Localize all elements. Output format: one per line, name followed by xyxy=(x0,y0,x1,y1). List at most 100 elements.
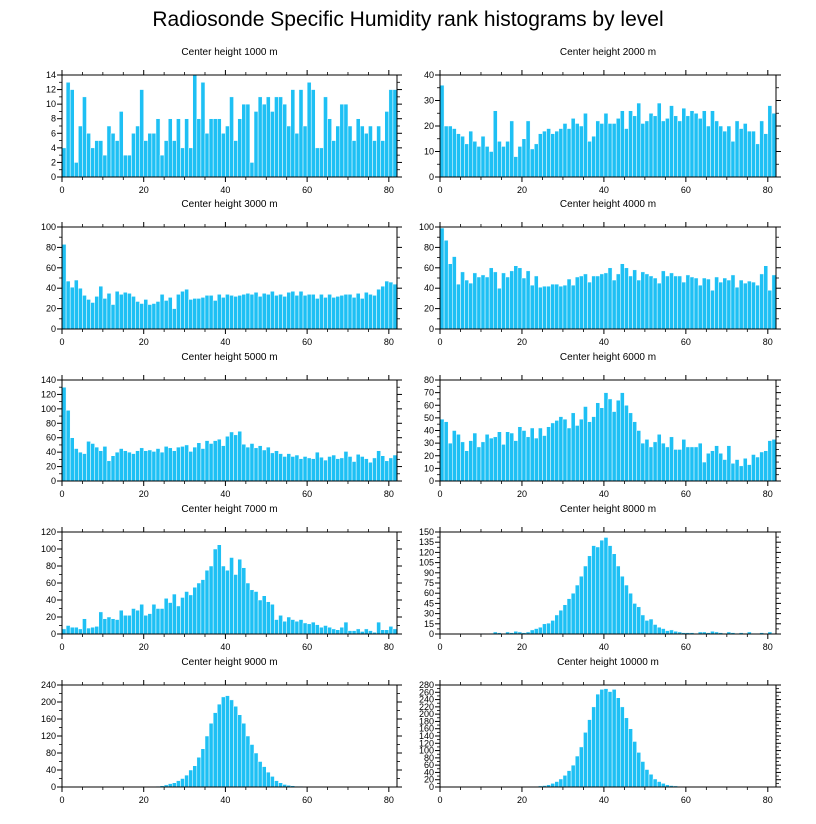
chart-3-ytick-label: 80 xyxy=(46,242,56,252)
chart-9-ytick-label: 40 xyxy=(46,765,56,775)
chart-4-bar xyxy=(595,275,601,330)
chart-8-bar xyxy=(620,575,625,635)
chart-3-bar xyxy=(253,292,259,330)
chart-1-bar xyxy=(274,96,279,178)
chart-8-ytick-label: 90 xyxy=(424,568,434,578)
chart-9-ytick-label: 80 xyxy=(46,748,56,758)
chart-3-bar xyxy=(200,297,206,330)
chart-8-bar xyxy=(591,545,596,635)
chart-5-bar xyxy=(167,447,173,482)
chart-3-bar xyxy=(110,304,116,330)
chart-2-xtick-label: 20 xyxy=(517,185,527,195)
chart-6-bar xyxy=(632,421,637,482)
chart-5-bar xyxy=(364,458,369,482)
chart-3-bar xyxy=(241,294,247,330)
chart-6-bar xyxy=(562,418,568,482)
chart-1-bar xyxy=(241,103,247,178)
chart-6-bar xyxy=(505,431,510,482)
chart-8-ytick-label: 120 xyxy=(419,547,434,557)
chart-7-bar xyxy=(233,574,238,635)
chart-5-bar xyxy=(290,456,296,482)
chart-2-xtick-label: 60 xyxy=(681,185,691,195)
chart-3-bar xyxy=(151,303,157,330)
chart-5-bar xyxy=(176,446,181,482)
chart-6-bar xyxy=(673,449,678,482)
chart-2-bar xyxy=(620,110,625,178)
chart-5-bar xyxy=(184,444,189,482)
chart-5-bar xyxy=(249,443,255,482)
chart-6-bar xyxy=(734,459,740,482)
chart-3-bar xyxy=(65,280,71,330)
chart-8-bar xyxy=(636,606,642,635)
chart-1-ytick-label: 8 xyxy=(51,114,56,124)
chart-3-bar xyxy=(339,295,345,330)
chart-10-bar xyxy=(558,778,564,788)
chart-3-bar xyxy=(184,288,189,330)
chart-1-bar xyxy=(306,82,312,178)
chart-10-xtick-label: 80 xyxy=(763,795,773,805)
chart-10-bar xyxy=(611,689,617,788)
chart-6-bar xyxy=(726,445,732,482)
chart-5-bar xyxy=(286,453,292,482)
chart-9-bar xyxy=(200,748,206,788)
chart-6-bar xyxy=(599,407,605,482)
chart-3-bar xyxy=(225,294,230,330)
chart-6-bar xyxy=(546,426,551,482)
chart-4-bar xyxy=(726,279,732,330)
chart-2-bar xyxy=(443,125,449,178)
chart-4-bar xyxy=(464,279,469,330)
chart-3-bar xyxy=(384,280,390,330)
chart-3-bar xyxy=(237,295,243,330)
chart-5-bar xyxy=(74,448,79,482)
chart-4-bar xyxy=(701,277,707,330)
chart-6-bar xyxy=(640,442,646,482)
chart-3-bar xyxy=(372,295,377,330)
chart-1-bar xyxy=(147,133,153,178)
chart-6-bar xyxy=(718,452,723,482)
chart-2-bar xyxy=(648,113,654,178)
chart-1-ytick-label: 2 xyxy=(51,157,56,167)
chart-2-bar xyxy=(615,118,621,178)
chart-5-bar xyxy=(384,460,390,482)
chart-7-bar xyxy=(237,558,243,635)
chart-7-bar xyxy=(282,621,287,635)
chart-9-bar xyxy=(257,761,263,788)
chart-6-bar xyxy=(685,446,691,482)
chart-2-bar xyxy=(521,138,527,178)
chart-1-bar xyxy=(376,125,381,178)
chart-1-xtick-label: 40 xyxy=(220,185,230,195)
chart-1-bar xyxy=(343,103,349,178)
chart-2-ytick-label: 0 xyxy=(429,172,434,182)
chart-5-bar xyxy=(237,430,243,482)
chart-7-bar xyxy=(388,626,394,635)
chart-8-bar xyxy=(665,630,670,635)
chart-6-bar xyxy=(558,416,564,482)
chart-10-xtick-label: 60 xyxy=(681,795,691,805)
chart-7-bar xyxy=(110,618,116,635)
chart-8-bar xyxy=(542,623,547,635)
chart-7-bar xyxy=(200,579,206,635)
chart-9-bar xyxy=(176,780,181,788)
chart-10-xtick-label: 40 xyxy=(599,795,609,805)
chart-7-ytick-label: 0 xyxy=(51,629,56,639)
chart-7-bar xyxy=(229,557,234,635)
chart-9-xtick-label: 20 xyxy=(139,795,149,805)
chart-1-bar xyxy=(114,140,120,178)
chart-4-bar xyxy=(771,274,777,330)
chart-3-bar xyxy=(212,300,218,330)
chart-2-bar xyxy=(542,130,547,178)
chart-3-bar xyxy=(249,294,255,330)
chart-3-bar xyxy=(376,288,381,330)
chart-2-bar xyxy=(636,102,642,178)
chart-4-bar xyxy=(718,281,723,330)
chart-8-bar xyxy=(566,598,572,635)
chart-4-bar xyxy=(640,271,646,330)
chart-6-bar xyxy=(439,418,445,482)
chart-7-bar xyxy=(335,629,341,635)
chart-5-xtick-label: 60 xyxy=(302,489,312,499)
chart-7-bar xyxy=(102,618,108,635)
chart-3-bar xyxy=(306,294,312,330)
chart-7-bar xyxy=(266,601,271,635)
chart-2-bar xyxy=(599,123,605,178)
chart-3-bar xyxy=(123,292,128,330)
